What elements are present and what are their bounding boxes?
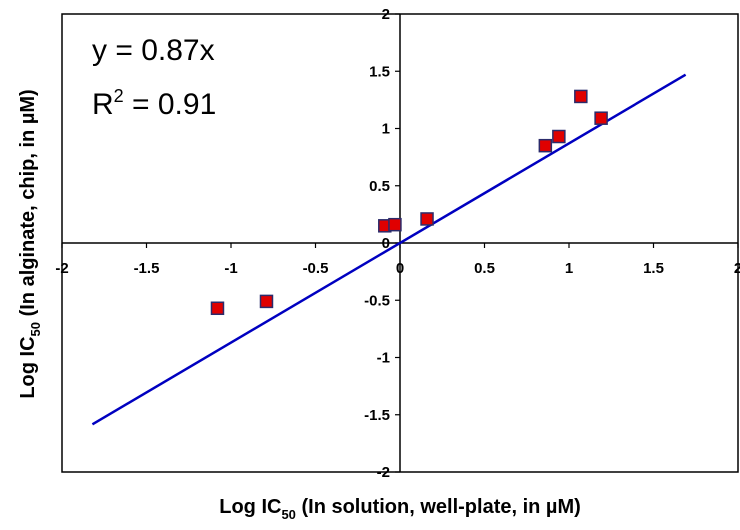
trendline (91, 73, 687, 426)
x-tick-label: -1 (224, 260, 237, 277)
trendline-layer (91, 73, 687, 426)
data-point (574, 89, 588, 104)
data-point (388, 217, 402, 232)
data-point (210, 301, 225, 316)
x-axis-title-prefix: Log IC (219, 496, 281, 518)
x-tick-label: 0.5 (474, 260, 495, 277)
data-point (259, 294, 274, 309)
y-tick-label: -2 (377, 464, 390, 481)
r-squared-prefix: R (92, 88, 114, 121)
x-tick-label: 1.5 (643, 260, 664, 277)
x-tick-label: -0.5 (303, 260, 329, 277)
equation-line: y = 0.87x (92, 34, 215, 67)
x-tick-label: 2 (734, 260, 740, 277)
x-tick-label: -1.5 (134, 260, 160, 277)
y-tick-label: 2 (382, 6, 390, 23)
y-axis-title: Log IC50 (In alginate, chip, in µM) (17, 89, 43, 398)
x-tick-label: -2 (55, 260, 68, 277)
y-tick-label: -0.5 (364, 292, 390, 309)
r-squared-superscript: 2 (114, 86, 124, 106)
y-tick-label: -1.5 (364, 407, 390, 424)
r-squared-value: = 0.91 (124, 88, 217, 121)
data-point (552, 129, 566, 144)
x-axis-title-subscript: 50 (281, 507, 295, 522)
data-points (210, 89, 608, 316)
y-tick-label: 0.5 (369, 178, 390, 195)
r-squared-label: R2 = 0.91 (92, 86, 216, 121)
y-axis-title-subscript: 50 (28, 322, 43, 336)
y-tick-label: 1 (382, 121, 390, 138)
y-axis-title-prefix: Log IC (17, 336, 39, 398)
y-axis-title-suffix: (In alginate, chip, in µM) (17, 89, 39, 322)
data-point (538, 138, 553, 153)
x-axis-title-suffix: (In solution, well-plate, in µM) (296, 496, 581, 518)
y-tick-label: -1 (377, 350, 390, 367)
data-point (420, 212, 434, 226)
x-axis-title: Log IC50 (In solution, well-plate, in µM… (219, 496, 581, 522)
y-tick-label: 1.5 (369, 63, 390, 80)
x-tick-label: 1 (565, 260, 573, 277)
x-tick-label: 0 (396, 260, 404, 277)
tick-labels: -2 -1.5 -1 -0.5 0 0.5 1 1.5 2 -2 -1.5 -1 -0.5 0 0.5 1 1.… (55, 6, 740, 481)
y-tick-label: 0 (382, 235, 390, 252)
data-point (594, 111, 608, 125)
